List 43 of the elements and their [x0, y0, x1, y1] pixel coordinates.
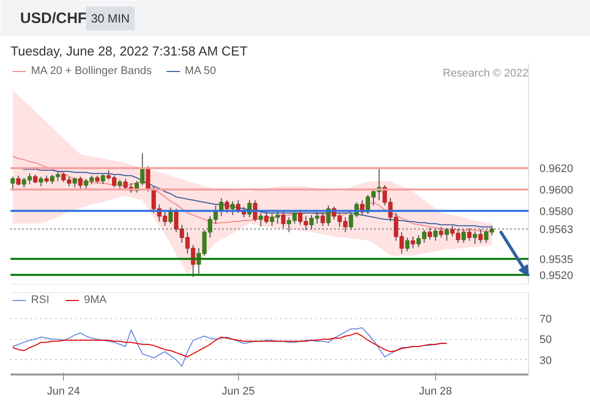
y-tick-label: 0.9580 [540, 206, 574, 218]
candlestick [320, 212, 325, 226]
chart-subtitle: Tuesday, June 28, 2022 7:31:58 AM CET [10, 44, 248, 58]
candlestick [72, 177, 77, 188]
x-tick-label: Jun 28 [418, 386, 452, 398]
text: 30 MIN [91, 12, 130, 26]
candlestick [428, 227, 432, 240]
candlestick [78, 176, 83, 189]
candlestick [258, 212, 263, 228]
candlestick [281, 211, 286, 228]
candlestick [16, 175, 21, 186]
y-tick-label: 50 [540, 334, 552, 346]
candlestick [230, 200, 235, 216]
candlestick [472, 230, 478, 244]
line-series [12, 332, 448, 358]
y-tick-label: 0.9520 [540, 270, 574, 282]
legend-label: RSI [31, 294, 50, 306]
candlestick [326, 204, 331, 226]
candlestick [405, 237, 410, 252]
candlestick [461, 230, 466, 244]
candlestick [38, 176, 44, 187]
y-tick-label: 0.9563 [540, 224, 574, 236]
y-tick-label: 0.9535 [540, 254, 574, 266]
legend-label: MA 50 [184, 65, 216, 77]
x-tick-label: Jun 24 [46, 386, 80, 398]
legend-label: MA 20 + Bollinger Bands [31, 65, 152, 77]
y-tick-label: 30 [540, 354, 552, 367]
candlestick [410, 236, 416, 249]
candlestick [438, 226, 444, 238]
candlestick [433, 228, 438, 242]
legend-label: 9MA [84, 294, 107, 306]
candlestick [444, 227, 449, 242]
candlestick [100, 174, 106, 185]
y-tick-label: 0.9620 [540, 163, 574, 176]
y-tick-label: 70 [540, 313, 552, 326]
annotation: Research © 2022 [442, 68, 528, 80]
chart-title: USD/CHF [20, 10, 87, 27]
candlestick [467, 227, 472, 242]
candlestick [478, 228, 483, 244]
y-tick-label: 0.9600 [540, 184, 574, 196]
candlestick [10, 176, 15, 190]
x-tick-label: Jun 25 [222, 386, 255, 398]
candlestick [264, 210, 269, 224]
